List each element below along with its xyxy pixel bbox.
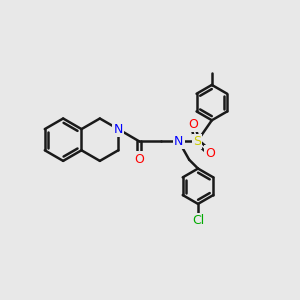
- Text: Cl: Cl: [192, 214, 204, 227]
- Text: S: S: [193, 135, 201, 148]
- Text: N: N: [113, 123, 123, 136]
- Text: O: O: [134, 153, 144, 166]
- Text: O: O: [206, 147, 215, 160]
- Text: N: N: [174, 135, 184, 148]
- Text: O: O: [188, 118, 198, 131]
